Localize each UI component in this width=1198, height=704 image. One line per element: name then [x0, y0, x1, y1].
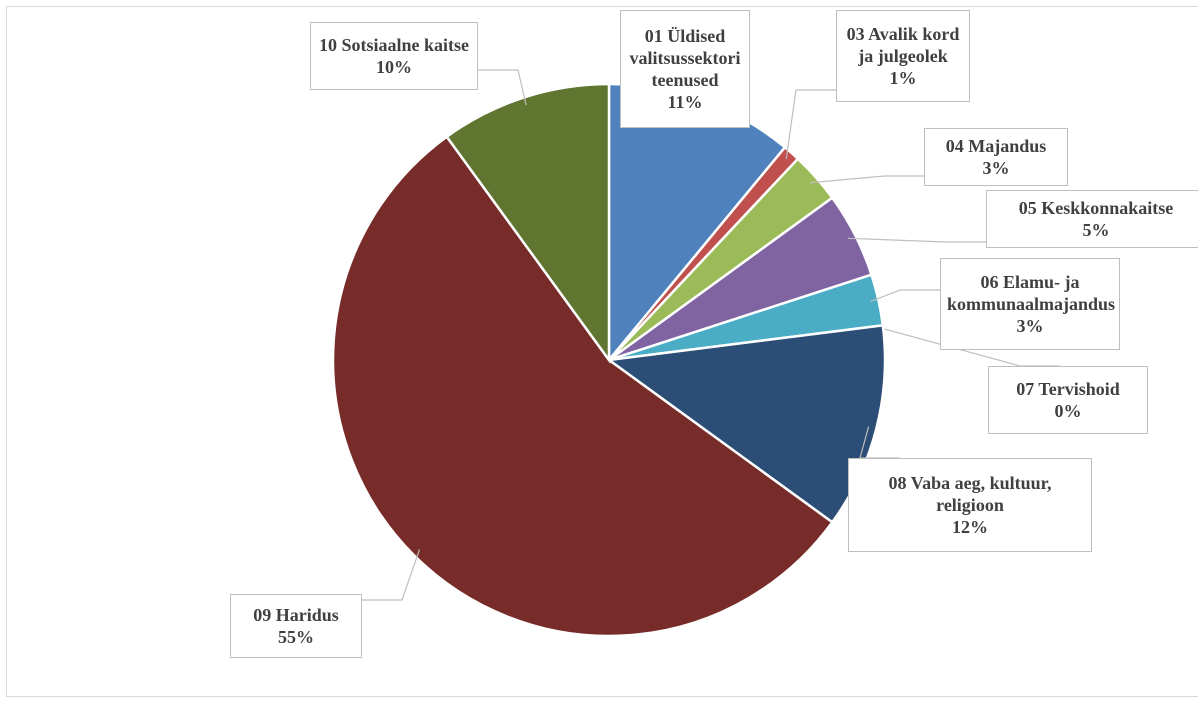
data-label: 04 Majandus 3%	[924, 128, 1068, 186]
data-label: 10 Sotsiaalne kaitse 10%	[310, 22, 478, 90]
pie-slice	[331, 134, 835, 638]
category-label: 06 Elamu- ja kommunaalmajandus	[947, 272, 1116, 314]
category-label: 07 Tervishoid	[1016, 379, 1120, 399]
value-label: 3%	[1016, 316, 1044, 336]
leader-line	[847, 237, 986, 243]
data-label: 03 Avalik kord ja julgeolek 1%	[836, 10, 970, 102]
data-label: 07 Tervishoid 0%	[988, 366, 1148, 434]
leader-line	[809, 175, 924, 184]
value-label: 10%	[376, 57, 412, 77]
category-label: 10 Sotsiaalne kaitse	[318, 35, 469, 55]
category-label: 01 Üldised valitsussektori teenused	[629, 26, 741, 90]
leader-line	[362, 549, 421, 601]
leader-line	[785, 89, 836, 160]
value-label: 5%	[1082, 220, 1110, 240]
data-label: 08 Vaba aeg, kultuur, religioon 12%	[848, 458, 1092, 552]
value-label: 0%	[1054, 401, 1082, 421]
value-label: 3%	[982, 158, 1010, 178]
data-label: 09 Haridus 55%	[230, 594, 362, 658]
category-label: 08 Vaba aeg, kultuur, religioon	[888, 473, 1052, 515]
leader-line	[870, 289, 940, 303]
value-label: 1%	[889, 68, 917, 88]
chart-border	[6, 6, 1198, 697]
value-label: 12%	[952, 517, 988, 537]
data-label: 06 Elamu- ja kommunaalmajandus 3%	[940, 258, 1120, 350]
pie-slice	[445, 82, 611, 364]
data-label: 01 Üldised valitsussektori teenused 11%	[620, 10, 750, 128]
data-label: 05 Keskkonnakaitse 5%	[986, 190, 1198, 248]
category-label: 03 Avalik kord ja julgeolek	[846, 24, 960, 66]
category-label: 09 Haridus	[253, 605, 339, 625]
value-label: 55%	[278, 627, 314, 647]
value-label: 11%	[667, 92, 703, 112]
leader-line	[478, 69, 527, 106]
category-label: 05 Keskkonnakaitse	[1018, 198, 1174, 218]
category-label: 04 Majandus	[945, 136, 1047, 156]
pie-slice	[605, 324, 887, 524]
